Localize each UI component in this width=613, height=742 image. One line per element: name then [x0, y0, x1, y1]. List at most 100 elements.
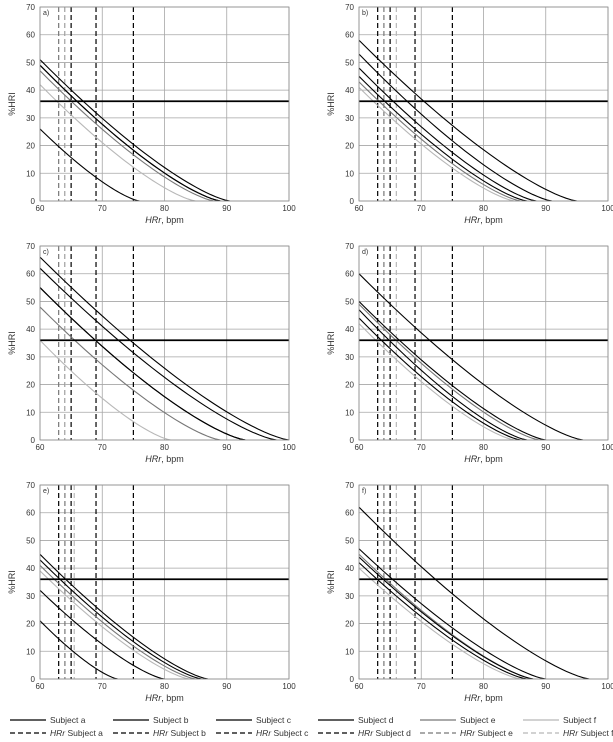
- series-line: [359, 562, 528, 679]
- chart-panel-6: 60 70 80 90 100 0 10 20 30 40 50 60 70 f) HRr, bpm %HRI: [326, 481, 613, 703]
- y-tick-label: 10: [345, 169, 354, 178]
- x-tick-label: 90: [541, 682, 550, 691]
- panel-label: f): [362, 488, 366, 495]
- y-tick-label: 70: [26, 3, 35, 12]
- y-tick-label: 70: [345, 242, 354, 251]
- x-tick-label: 70: [417, 443, 426, 452]
- x-tick-label: 100: [282, 204, 296, 213]
- legend-label: HRr Subject c: [256, 728, 309, 738]
- y-tick-label: 70: [345, 481, 354, 490]
- x-tick-label: 80: [479, 682, 488, 691]
- series-line: [359, 567, 521, 679]
- series-line: [40, 589, 165, 679]
- series-line: [359, 53, 553, 201]
- series-line: [359, 273, 584, 440]
- legend-label: Subject a: [50, 715, 86, 725]
- chart-panel-4: 60 70 80 90 100 0 10 20 30 40 50 60 70 d) HRr, bpm %HRI: [326, 242, 613, 464]
- series-line: [40, 339, 171, 440]
- plot-frame: [358, 6, 609, 202]
- y-tick-label: 30: [26, 592, 35, 601]
- chart-panel-1: 60 70 80 90 100 0 10 20 30 40 50 60 70 a) HRr, bpm %HRI: [7, 3, 296, 225]
- legend-label: Subject c: [256, 715, 292, 725]
- series-line: [359, 81, 521, 201]
- y-tick-label: 40: [345, 86, 354, 95]
- series-line: [359, 75, 528, 201]
- series-line: [40, 128, 140, 201]
- series-line: [40, 306, 221, 440]
- y-tick-label: 20: [26, 381, 35, 390]
- plot-frame: [39, 484, 290, 680]
- y-tick-label: 40: [26, 564, 35, 573]
- y-tick-label: 20: [26, 620, 35, 629]
- plot-frame: [39, 6, 290, 202]
- y-tick-label: 60: [26, 31, 35, 40]
- x-tick-label: 90: [222, 682, 231, 691]
- plot-frame: [39, 245, 290, 441]
- x-tick-label: 70: [98, 204, 107, 213]
- y-tick-label: 40: [345, 564, 354, 573]
- y-axis-label: %HRI: [326, 331, 336, 355]
- y-tick-label: 50: [345, 297, 354, 306]
- panel-label: e): [43, 488, 49, 495]
- x-tick-label: 100: [601, 682, 613, 691]
- series-line: [40, 287, 246, 440]
- series-line: [359, 309, 528, 440]
- y-tick-label: 20: [345, 620, 354, 629]
- y-tick-label: 0: [31, 197, 36, 206]
- x-axis-label: HRr, bpm: [145, 454, 184, 464]
- x-tick-label: 70: [98, 443, 107, 452]
- y-tick-label: 40: [345, 325, 354, 334]
- panel-label: b): [362, 10, 368, 17]
- y-tick-label: 0: [31, 436, 36, 445]
- x-tick-label: 100: [601, 443, 613, 452]
- legend-label: Subject f: [563, 715, 597, 725]
- series-line: [40, 559, 202, 679]
- x-axis-label: HRr, bpm: [464, 693, 503, 703]
- y-tick-label: 30: [345, 353, 354, 362]
- panel-label: a): [43, 10, 49, 17]
- y-axis-label: %HRI: [326, 92, 336, 116]
- series-line: [40, 84, 196, 201]
- plot-frame: [358, 245, 609, 441]
- y-tick-label: 60: [345, 270, 354, 279]
- y-tick-label: 30: [345, 592, 354, 601]
- y-axis-label: %HRI: [7, 331, 17, 355]
- x-axis-label: HRr, bpm: [464, 215, 503, 225]
- y-tick-label: 20: [345, 142, 354, 151]
- legend-label: HRr Subject a: [50, 728, 103, 738]
- y-tick-label: 10: [345, 408, 354, 417]
- y-tick-label: 30: [345, 114, 354, 123]
- panel-label: c): [43, 249, 49, 256]
- series-line: [40, 59, 230, 201]
- y-tick-label: 70: [345, 3, 354, 12]
- plot-frame: [358, 484, 609, 680]
- y-tick-label: 50: [26, 58, 35, 67]
- y-tick-label: 10: [26, 647, 35, 656]
- y-tick-label: 50: [345, 536, 354, 545]
- series-line: [359, 323, 515, 440]
- series-line: [359, 317, 521, 440]
- x-tick-label: 60: [36, 204, 45, 213]
- x-tick-label: 60: [355, 682, 364, 691]
- series-line: [40, 564, 196, 679]
- x-tick-label: 60: [355, 443, 364, 452]
- series-line: [40, 256, 289, 440]
- y-tick-label: 0: [350, 436, 355, 445]
- x-tick-label: 80: [479, 443, 488, 452]
- legend-label: Subject d: [358, 715, 394, 725]
- legend: Subject a Subject b Subject c Subject d Subj…: [10, 715, 613, 738]
- y-tick-label: 50: [26, 536, 35, 545]
- x-tick-label: 80: [479, 204, 488, 213]
- y-tick-label: 10: [26, 169, 35, 178]
- y-tick-label: 30: [26, 353, 35, 362]
- x-tick-label: 60: [36, 682, 45, 691]
- x-tick-label: 90: [541, 443, 550, 452]
- y-tick-label: 50: [345, 58, 354, 67]
- x-tick-label: 60: [355, 204, 364, 213]
- y-tick-label: 40: [26, 325, 35, 334]
- y-tick-label: 40: [26, 86, 35, 95]
- series-line: [359, 67, 537, 201]
- y-tick-label: 0: [350, 197, 355, 206]
- y-axis-label: %HRI: [7, 570, 17, 594]
